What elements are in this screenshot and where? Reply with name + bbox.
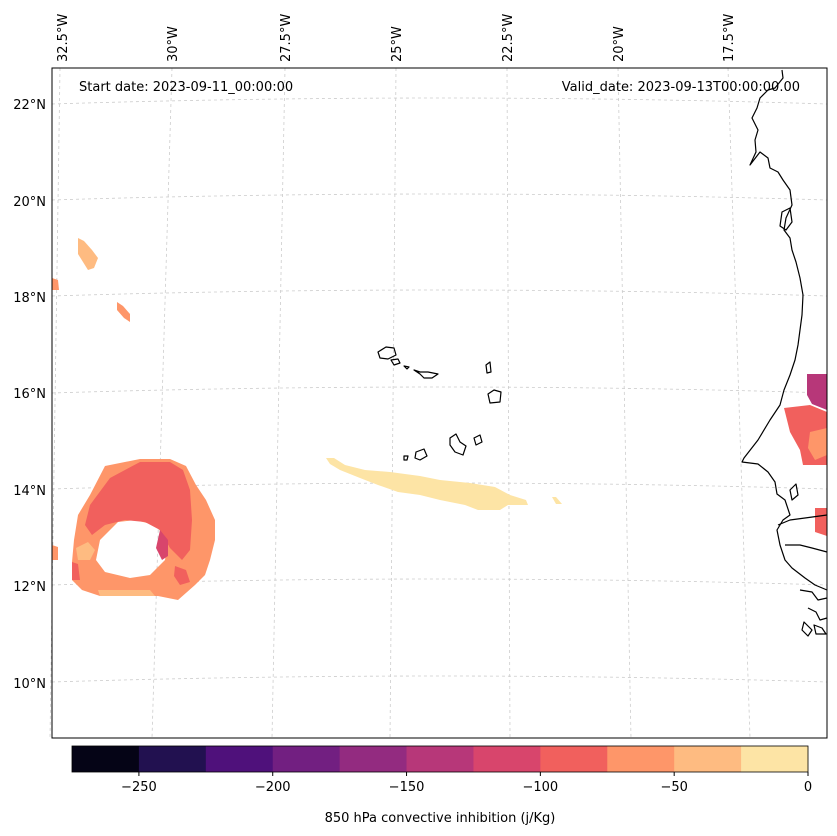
africa-coast-detail-1 [789,483,799,501]
colorbar-frame [71,745,809,773]
lat-label-10n: 10°N [13,677,46,692]
cin-ring-inner-red [85,462,192,560]
lon-label-30w: 30°W [166,26,181,62]
colorbar-label: 850 hPa convective inhibition (j/Kg) [325,811,556,826]
colorbar-swatch [339,746,408,772]
island-sal [485,361,492,374]
colorbar-tick-label: 0 [804,780,812,795]
cin-patch-west-edge [52,545,58,560]
colorbar-tick-label: −200 [255,780,291,795]
colorbar-swatch [205,746,274,772]
cin-contours [52,238,827,600]
cin-band-central-tip [552,497,562,504]
parallel-20n [51,193,828,201]
island-sao-vicente [390,358,401,366]
colorbar-tick-label: −250 [121,780,157,795]
island-fogo [414,448,428,461]
lon-label-25w: 25°W [390,26,405,62]
lon-label-20w: 20°W [612,26,627,62]
colorbar-tick-label: −150 [389,780,425,795]
cin-patch-nw-1 [78,238,98,270]
meridian-22-5w [506,67,511,739]
coastlines [377,69,828,637]
africa-coast-detail-4 [799,589,828,601]
lon-label-27-5w: 27.5°W [279,14,294,62]
colorbar: −250 −200 −150 −100 −50 0 850 hPa convective … [71,745,812,826]
colorbar-swatch [741,746,809,772]
lon-label-17-5w: 17.5°W [722,14,737,62]
colorbar-tick-label: −50 [660,780,687,795]
cin-ring-red-south [174,566,190,585]
colorbar-swatch [607,746,675,772]
island-maio [473,434,483,446]
colorbar-ticks: −250 −200 −150 −100 −50 0 [121,772,812,795]
africa-coast-detail-2 [777,514,828,526]
island-santiago [449,433,467,456]
meridian-25w [389,67,397,739]
island-santo-antao [377,346,397,360]
longitude-labels: 32.5°W 30°W 27.5°W 25°W 22.5°W 20°W 17.5… [56,14,737,62]
latitude-labels: 22°N 20°N 18°N 16°N 14°N 12°N 10°N [13,98,46,692]
island-boa-vista [487,389,502,404]
cin-patch-nw-3 [117,302,130,322]
island-brava [403,455,409,461]
lat-label-22n: 22°N [13,98,46,113]
parallel-10n [51,675,828,683]
parallel-22n [51,97,828,105]
lat-label-20n: 20°N [13,195,46,210]
africa-coast-detail-7 [813,624,827,635]
meridian-27-5w [271,67,286,739]
valid-date-label: Valid_date: 2023-09-13T00:00:00.00 [562,80,800,95]
cin-patch-nw-2 [52,278,59,290]
lon-label-22-5w: 22.5°W [501,14,516,62]
africa-coast-detail-8 [779,207,793,231]
africa-coast-detail-5 [807,607,828,621]
cin-ring-core [156,530,168,560]
lon-label-32-5w: 32.5°W [56,14,71,62]
africa-coast-detail-6 [801,621,813,637]
lat-label-16n: 16°N [13,387,46,402]
colorbar-tick-label: −100 [523,780,559,795]
colorbar-swatch [272,746,341,772]
africa-coast-detail-3 [785,544,828,553]
meridian-20w [617,67,632,739]
colorbar-swatch [473,746,541,772]
meridian-30w [151,67,173,739]
colorbar-swatch [540,746,608,772]
cin-ring-red-east [72,562,80,580]
lat-label-18n: 18°N [13,291,46,306]
lat-label-14n: 14°N [13,484,46,499]
cin-east-lower [815,508,827,536]
map-background [52,68,827,738]
colorbar-swatch [674,746,742,772]
cin-east-mid-orange [808,428,827,460]
island-santa-luzia [403,365,410,370]
parallel-16n [51,386,828,394]
meridian-17-5w [727,67,751,739]
lat-label-12n: 12°N [13,580,46,595]
colorbar-swatch [406,746,474,772]
colorbar-swatch [72,746,140,772]
island-sao-nicolau [413,369,439,379]
colorbar-swatch [138,746,207,772]
cin-ring-yellow-south [98,590,155,596]
cin-ring-yellow-west [76,542,95,560]
cin-band-central [326,458,528,510]
start-date-label: Start date: 2023-09-11_00:00:00 [79,80,293,95]
colorbar-swatches [72,746,809,772]
map-frame [51,67,828,739]
africa-coastline [741,69,828,591]
parallel-18n [51,289,828,297]
cin-east-upper [807,374,827,410]
